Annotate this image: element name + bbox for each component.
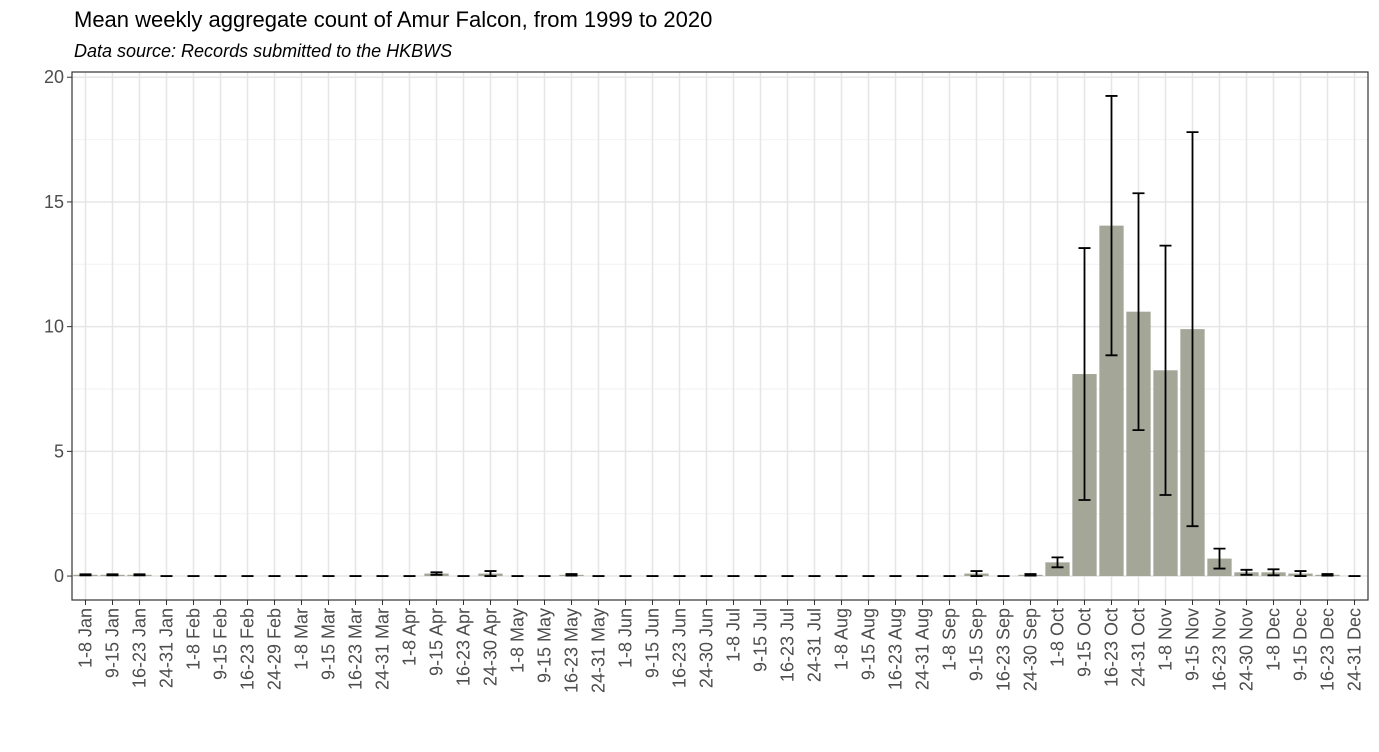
error-bar <box>565 573 578 577</box>
y-tick-label: 15 <box>44 192 64 212</box>
x-tick-label: 24-30 Nov <box>1237 608 1257 691</box>
error-bar <box>1240 568 1253 576</box>
x-tick-label: 16-23 Dec <box>1318 608 1338 691</box>
x-tick-label: 24-31 Jan <box>157 608 177 688</box>
x-tick-label: 1-8 Jul <box>724 608 744 662</box>
x-tick-label: 16-23 Feb <box>238 608 258 690</box>
panel-border <box>71 71 1369 601</box>
error-bar <box>970 570 983 577</box>
error-bar <box>1159 244 1172 496</box>
x-tick-label: 1-8 Jun <box>616 608 636 668</box>
x-tick-label: 16-23 Nov <box>1210 608 1230 691</box>
x-tick-label: 16-23 Sep <box>994 608 1014 691</box>
y-tick-label: 20 <box>44 67 64 87</box>
bar <box>1045 562 1070 577</box>
error-bar <box>430 571 443 576</box>
x-tick-label: 24-30 Sep <box>1021 608 1041 691</box>
chart-title: Mean weekly aggregate count of Amur Falc… <box>74 7 712 32</box>
x-tick-label: 1-8 Jan <box>76 608 96 668</box>
x-tick-label: 1-8 May <box>508 608 528 673</box>
x-tick-label: 1-8 Nov <box>1156 608 1176 671</box>
x-tick-label: 1-8 Apr <box>400 608 420 666</box>
error-bar <box>1267 568 1280 577</box>
x-tick-label: 24-31 Aug <box>913 608 933 690</box>
x-tick-label: 16-23 Jan <box>130 608 150 688</box>
y-tick-label: 10 <box>44 317 64 337</box>
x-tick-label: 24-30 Jun <box>697 608 717 688</box>
x-tick-label: 24-31 May <box>589 608 609 693</box>
error-bar <box>79 573 92 577</box>
x-tick-label: 1-8 Sep <box>940 608 960 671</box>
error-bar <box>1294 570 1307 577</box>
error-bar <box>1024 573 1037 577</box>
error-bar <box>1051 556 1064 569</box>
chart-subtitle: Data source: Records submitted to the HK… <box>74 41 452 61</box>
x-tick-label: 9-15 Apr <box>427 608 447 676</box>
x-tick-label: 24-31 Mar <box>373 608 393 690</box>
error-bar <box>1186 131 1199 528</box>
x-tick-label: 9-15 Jul <box>751 608 771 672</box>
x-tick-label: 9-15 Feb <box>211 608 231 680</box>
error-bar <box>133 573 146 577</box>
x-tick-label: 9-15 Aug <box>859 608 879 680</box>
x-tick-label: 1-8 Dec <box>1264 608 1284 671</box>
x-tick-label: 9-15 Mar <box>319 608 339 680</box>
error-bar <box>106 573 119 577</box>
x-tick-label: 24-30 Apr <box>481 608 501 686</box>
x-tick-label: 24-31 Dec <box>1345 608 1365 691</box>
error-bar <box>1132 192 1145 432</box>
x-tick-label: 1-8 Aug <box>832 608 852 670</box>
x-tick-label: 9-15 Dec <box>1291 608 1311 681</box>
error-bar <box>1105 95 1118 357</box>
x-tick-label: 9-15 Jun <box>643 608 663 678</box>
x-tick-label: 24-31 Jul <box>805 608 825 682</box>
error-bar <box>1078 247 1091 501</box>
x-tick-label: 9-15 Oct <box>1075 608 1095 677</box>
x-tick-label: 16-23 Jul <box>778 608 798 682</box>
x-tick-label: 9-15 Sep <box>967 608 987 681</box>
error-bar <box>1321 573 1334 577</box>
x-tick-label: 9-15 Jan <box>103 608 123 678</box>
x-tick-label: 16-23 Jun <box>670 608 690 688</box>
x-tick-label: 16-23 Oct <box>1102 608 1122 687</box>
y-tick-label: 5 <box>54 441 64 461</box>
x-tick-label: 16-23 Mar <box>346 608 366 690</box>
x-tick-label: 16-23 Aug <box>886 608 906 690</box>
x-tick-label: 16-23 Apr <box>454 608 474 686</box>
x-tick-label: 24-29 Feb <box>265 608 285 690</box>
x-tick-label: 16-23 May <box>562 608 582 693</box>
x-tick-label: 1-8 Feb <box>184 608 204 670</box>
x-tick-label: 9-15 May <box>535 608 555 683</box>
x-tick-label: 9-15 Nov <box>1183 608 1203 681</box>
y-tick-label: 0 <box>54 566 64 586</box>
x-tick-label: 1-8 Oct <box>1048 608 1068 667</box>
error-bar <box>484 570 497 577</box>
x-tick-label: 24-31 Oct <box>1129 608 1149 687</box>
x-tick-label: 1-8 Mar <box>292 608 312 670</box>
error-bar <box>1213 547 1226 570</box>
